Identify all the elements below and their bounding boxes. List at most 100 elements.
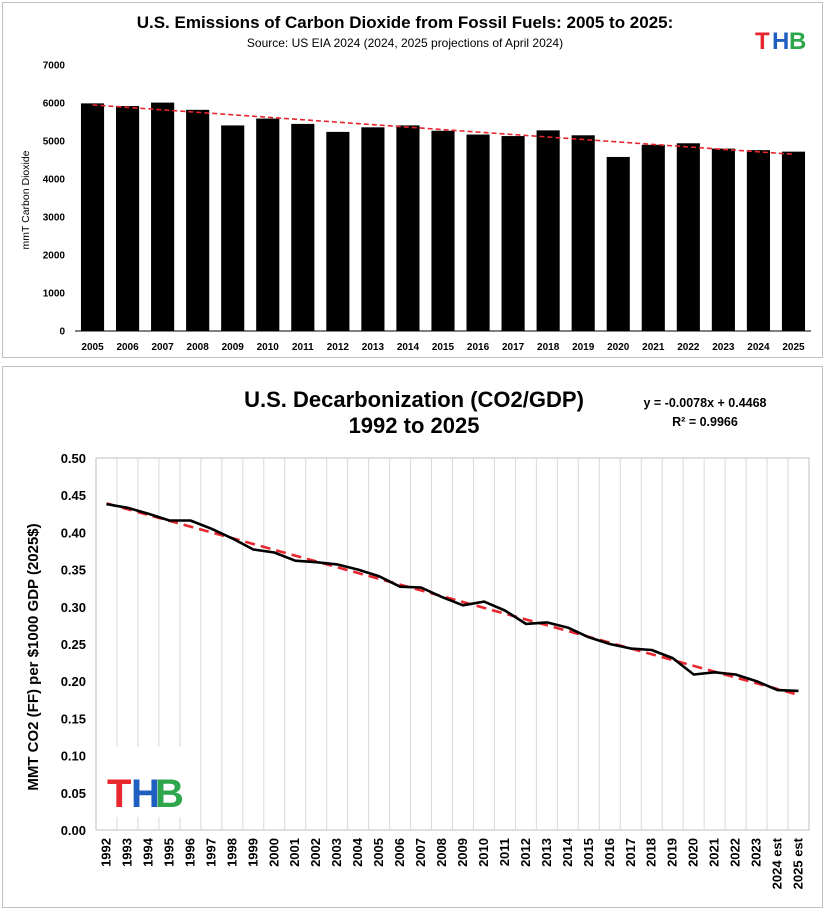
x-tick-label: 2008 <box>187 342 210 353</box>
thb-logo-bottom: T H B <box>107 772 184 816</box>
y-tick-label: 0.05 <box>61 786 86 801</box>
x-tick-label: 2021 <box>642 342 665 353</box>
decarbonization-title: U.S. Decarbonization (CO2/GDP) <box>244 387 584 412</box>
decarbonization-gridlines <box>116 458 789 830</box>
y-tick-label: 0.35 <box>61 563 86 578</box>
x-tick-label: 2001 <box>287 838 302 867</box>
x-tick-label: 2004 <box>350 837 365 867</box>
emissions-y-axis-label: mmT Carbon Dioxide <box>20 150 32 249</box>
emissions-x-ticks: 2005 2006 2007 2008 2009 2010 2011 2012 2013 2014… <box>81 342 805 353</box>
emissions-y-ticks: 0 1000 2000 3000 4000 5000 6000 7000 <box>43 61 66 338</box>
decarbonization-title-line2: 1992 to 2025 <box>349 413 480 438</box>
emissions-bar-chart: U.S. Emissions of Carbon Dioxide from Fo… <box>20 13 811 353</box>
y-tick-label: 0.00 <box>61 823 86 838</box>
decarbonization-x-ticks: 1992 1993 1994 1995 1996 1997 1998 1999 2000 2001… <box>98 837 805 889</box>
x-tick-label: 2013 <box>539 838 554 867</box>
decarbonization-y-axis-label: MMT CO2 (FF) per $1000 GDP (2025$) <box>25 523 42 790</box>
x-tick-label: 2007 <box>151 342 174 353</box>
logo-letter-t: T <box>107 772 131 816</box>
y-tick-label: 6000 <box>43 99 66 110</box>
emissions-chart-panel: U.S. Emissions of Carbon Dioxide from Fo… <box>2 2 823 358</box>
bar <box>536 130 560 331</box>
bar <box>291 123 315 332</box>
y-tick-label: 5000 <box>43 137 66 148</box>
decarbonization-chart-panel: U.S. Decarbonization (CO2/GDP) 1992 to 2… <box>2 366 823 908</box>
bar <box>256 118 280 331</box>
bar <box>431 130 455 331</box>
trendline-equation: y = -0.0078x + 0.4468 <box>643 396 766 410</box>
x-tick-label: 2018 <box>537 342 560 353</box>
x-tick-label: 1995 <box>161 838 176 867</box>
x-tick-label: 2012 <box>327 342 350 353</box>
bar <box>396 125 420 331</box>
bar <box>151 102 175 332</box>
x-tick-label: 2011 <box>497 838 512 866</box>
emissions-chart-subtitle: Source: US EIA 2024 (2024, 2025 projecti… <box>247 36 563 50</box>
bar <box>781 151 806 331</box>
x-tick-label: 2011 <box>292 342 314 353</box>
bar <box>676 143 700 331</box>
logo-letter-b: B <box>789 28 806 55</box>
x-tick-label: 2024 <box>747 342 770 353</box>
x-tick-label: 2025 <box>782 342 805 353</box>
x-tick-label: 2025 est <box>791 837 806 889</box>
x-tick-label: 2009 <box>455 838 470 867</box>
logo-backdrop <box>103 747 183 817</box>
x-tick-label: 2022 <box>677 342 700 353</box>
bar <box>326 131 350 331</box>
trendline-r-squared: R² = 0.9966 <box>672 415 738 429</box>
x-tick-label: 2019 <box>572 342 595 353</box>
y-tick-label: 1000 <box>43 289 66 300</box>
bar <box>746 150 770 331</box>
x-tick-label: 1997 <box>203 838 218 867</box>
x-tick-label: 2022 <box>728 838 743 867</box>
bar <box>221 125 245 331</box>
x-tick-label: 2017 <box>502 342 525 353</box>
y-tick-label: 4000 <box>43 175 66 186</box>
x-tick-label: 2020 <box>686 838 701 867</box>
x-tick-label: 1992 <box>98 838 113 867</box>
y-tick-label: 0.30 <box>61 600 86 615</box>
x-tick-label: 2006 <box>116 342 139 353</box>
logo-letter-t: T <box>755 28 770 55</box>
logo-letter-h: H <box>772 28 789 55</box>
x-tick-label: 2019 <box>665 838 680 867</box>
y-tick-label: 0.10 <box>61 749 86 764</box>
y-tick-label: 0.15 <box>61 711 86 726</box>
x-tick-label: 2005 <box>371 838 386 867</box>
x-tick-label: 2009 <box>222 342 245 353</box>
x-tick-label: 1994 <box>140 837 155 867</box>
y-tick-label: 0.25 <box>61 637 86 652</box>
bar <box>501 136 525 331</box>
y-tick-label: 2000 <box>43 251 66 262</box>
x-tick-label: 2003 <box>329 838 344 867</box>
x-tick-label: 2023 <box>749 838 764 867</box>
x-tick-label: 2021 <box>707 838 722 867</box>
thb-logo-top: T H B <box>755 28 806 55</box>
emissions-chart-title: U.S. Emissions of Carbon Dioxide from Fo… <box>137 13 674 32</box>
x-tick-label: 1993 <box>119 838 134 867</box>
y-tick-label: 0.40 <box>61 525 86 540</box>
x-tick-label: 2006 <box>392 838 407 867</box>
emissions-bars <box>80 102 806 332</box>
x-tick-label: 2015 <box>581 838 596 867</box>
x-tick-label: 2023 <box>712 342 735 353</box>
x-tick-label: 2016 <box>467 342 490 353</box>
bar <box>186 109 210 331</box>
decarbonization-trendline <box>106 502 799 697</box>
x-tick-label: 1996 <box>182 838 197 867</box>
x-tick-label: 2014 <box>397 342 420 353</box>
emissions-trendline <box>92 104 794 156</box>
x-tick-label: 2010 <box>476 838 491 867</box>
y-tick-label: 3000 <box>43 213 66 224</box>
x-tick-label: 2015 <box>432 342 455 353</box>
x-tick-label: 2002 <box>308 838 323 867</box>
x-tick-label: 2008 <box>434 838 449 867</box>
x-tick-label: 2014 <box>560 837 575 867</box>
x-tick-label: 2020 <box>607 342 630 353</box>
bar <box>116 106 140 331</box>
decarbonization-series-line <box>106 502 799 693</box>
y-tick-label: 0 <box>59 327 65 338</box>
decarbonization-line-chart: U.S. Decarbonization (CO2/GDP) 1992 to 2… <box>25 387 810 889</box>
x-tick-label: 2000 <box>266 838 281 867</box>
